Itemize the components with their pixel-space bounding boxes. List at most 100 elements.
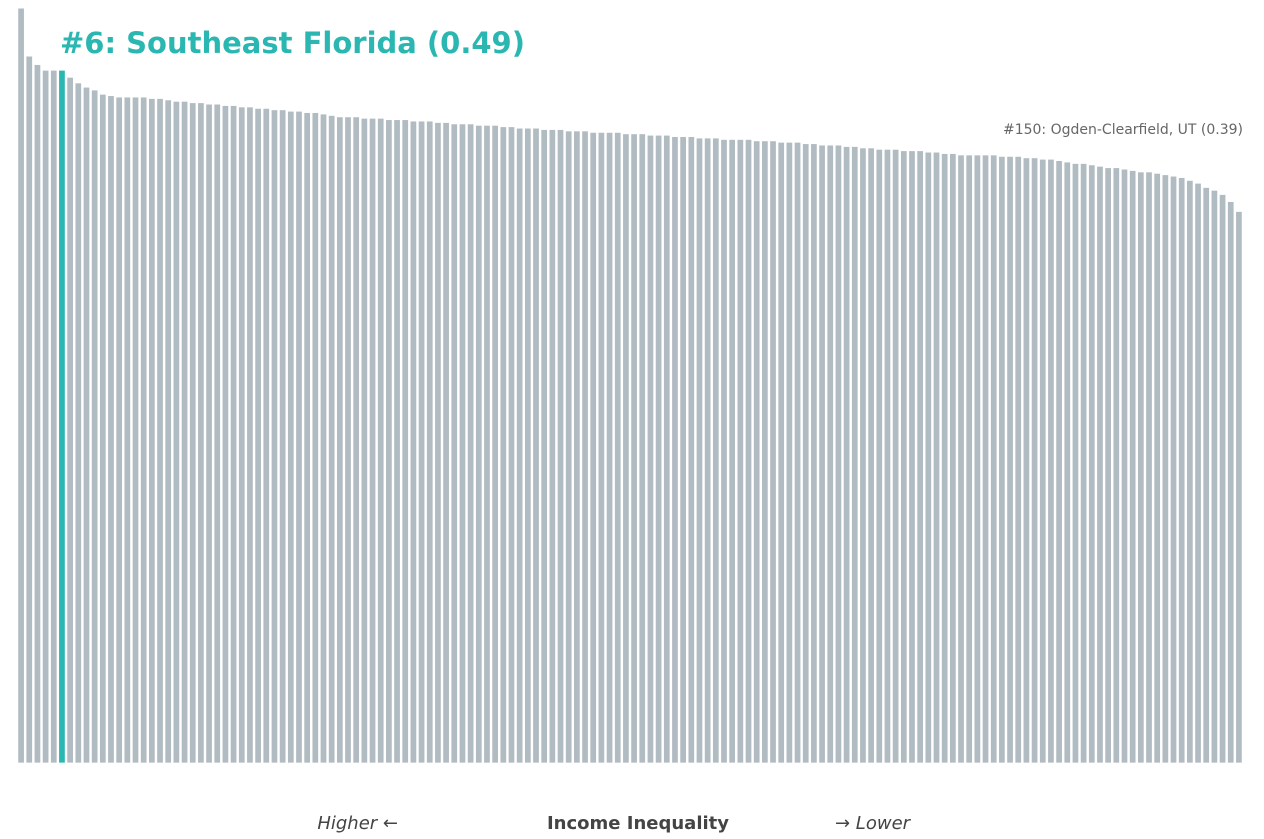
bar: [761, 141, 768, 763]
bar: [1048, 159, 1054, 763]
bar: [966, 155, 973, 763]
x-label-left: Higher ←: [317, 813, 398, 834]
bar: [541, 129, 548, 763]
bar: [222, 105, 229, 763]
bar: [990, 155, 997, 763]
bar: [1129, 170, 1136, 763]
bar: [116, 97, 123, 763]
bar: [467, 124, 474, 763]
bar: [786, 142, 793, 763]
bar: [802, 144, 809, 763]
bar: [402, 120, 409, 763]
bar: [345, 117, 351, 763]
bar: [377, 118, 384, 763]
bar: [909, 151, 915, 763]
bar: [778, 142, 785, 763]
bar: [75, 83, 82, 763]
bar: [516, 128, 523, 763]
bar: [835, 145, 842, 763]
bar: [132, 97, 139, 763]
bar: [263, 108, 270, 763]
bar: [304, 112, 311, 763]
bar: [1227, 201, 1234, 763]
bar: [729, 139, 736, 763]
bar: [410, 121, 417, 763]
bar: [655, 135, 662, 763]
bar: [484, 125, 490, 763]
bar: [279, 110, 286, 763]
bar: [1170, 176, 1177, 763]
bar: [1088, 165, 1095, 763]
bar: [925, 152, 932, 763]
bar: [557, 129, 564, 763]
bar: [148, 98, 155, 763]
bar: [1121, 169, 1128, 763]
bar: [451, 124, 458, 763]
bar: [900, 151, 907, 763]
bar: [26, 56, 33, 763]
bar: [83, 87, 90, 763]
bar: [328, 115, 335, 763]
bar: [639, 134, 646, 763]
bar: [1187, 180, 1193, 763]
bar: [582, 131, 588, 763]
bar: [296, 111, 302, 763]
bar: [124, 97, 131, 763]
bar: [287, 111, 294, 763]
bar: [1113, 168, 1120, 763]
bar: [1023, 158, 1030, 763]
bar: [1162, 175, 1169, 763]
bar: [1105, 168, 1112, 763]
bar: [884, 149, 891, 763]
bar: [876, 149, 883, 763]
bar: [745, 139, 752, 763]
bar: [475, 125, 482, 763]
bar: [1178, 177, 1185, 763]
bar: [974, 155, 981, 763]
bar: [459, 124, 466, 763]
bar: [590, 132, 597, 763]
bar: [712, 138, 719, 763]
bar: [247, 107, 253, 763]
bar: [672, 136, 678, 763]
bar: [999, 156, 1005, 763]
bar: [34, 64, 41, 763]
bar: [549, 129, 556, 763]
highlight-annotation: #6: Southeast Florida (0.49): [60, 26, 525, 60]
bar: [67, 77, 73, 763]
bar: [819, 145, 825, 763]
bar: [892, 149, 899, 763]
bar: [173, 101, 180, 763]
bar: [50, 70, 57, 763]
bar: [214, 104, 221, 763]
bar: [271, 110, 278, 763]
bar: [753, 141, 760, 763]
bar: [680, 136, 686, 763]
bar: [860, 148, 866, 763]
bar: [933, 152, 940, 763]
bar: [614, 132, 621, 763]
bar: [631, 134, 637, 763]
bar: [1236, 211, 1242, 763]
bar: [917, 151, 924, 763]
bar: [958, 155, 964, 763]
bar: [1211, 190, 1218, 763]
bar: [949, 153, 956, 763]
bar: [320, 114, 327, 763]
bar: [1203, 187, 1210, 763]
bar: [827, 145, 834, 763]
bar: [721, 139, 727, 763]
bar: [238, 107, 245, 763]
bar: [688, 136, 695, 763]
bar: [206, 104, 212, 763]
bar: [418, 121, 425, 763]
bar: [574, 131, 580, 763]
highlighted-bar: [59, 70, 65, 763]
bar: [1137, 172, 1144, 763]
bar: [394, 120, 400, 763]
bar: [606, 132, 613, 763]
bar: [386, 120, 392, 763]
bar: [157, 98, 163, 763]
bar: [1072, 163, 1079, 763]
